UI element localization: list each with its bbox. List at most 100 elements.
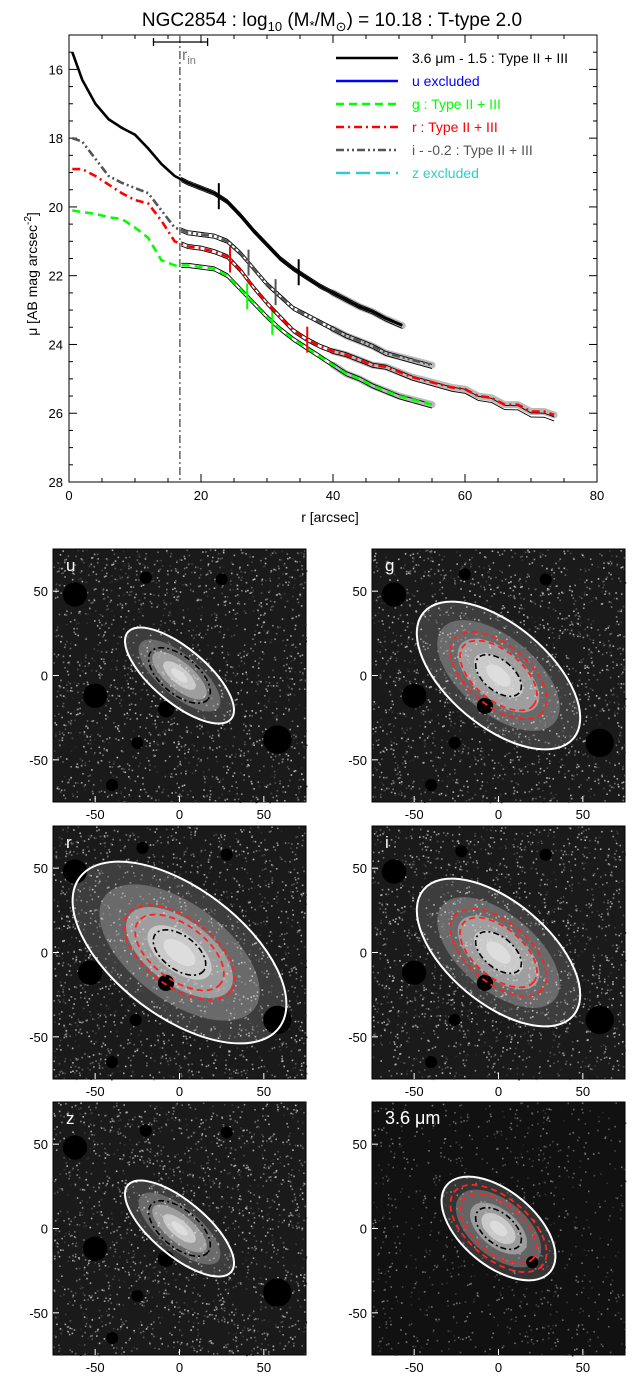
noise-pixel (134, 670, 137, 672)
noise-pixel (205, 574, 208, 576)
noise-pixel (132, 641, 135, 644)
noise-pixel (176, 1055, 179, 1057)
noise-pixel (244, 741, 246, 743)
noise-pixel (471, 738, 473, 740)
noise-pixel (64, 893, 66, 896)
star-mask (263, 725, 292, 754)
noise-pixel (378, 606, 381, 609)
noise-pixel (172, 1076, 175, 1078)
noise-pixel (294, 1020, 297, 1023)
noise-pixel (142, 783, 144, 785)
noise-pixel (79, 960, 81, 963)
noise-pixel (109, 1030, 112, 1033)
noise-pixel (459, 789, 462, 792)
noise-pixel (176, 596, 179, 598)
noise-pixel (53, 653, 56, 656)
noise-pixel (617, 707, 620, 710)
noise-pixel (213, 612, 216, 615)
noise-pixel (502, 729, 505, 732)
noise-pixel (588, 587, 591, 590)
noise-pixel (481, 750, 484, 753)
noise-pixel (294, 583, 296, 586)
noise-pixel (298, 752, 300, 755)
noise-pixel (378, 640, 380, 643)
noise-pixel (262, 624, 264, 627)
noise-pixel (211, 627, 213, 629)
noise-pixel (278, 567, 280, 570)
noise-pixel (103, 996, 106, 998)
noise-pixel (268, 676, 270, 678)
noise-pixel (95, 573, 98, 576)
noise-pixel (437, 774, 439, 777)
noise-pixel (518, 611, 521, 613)
noise-pixel (213, 965, 215, 968)
noise-pixel (150, 705, 153, 708)
noise-pixel (411, 622, 414, 625)
noise-pixel (186, 731, 189, 733)
noise-pixel (111, 581, 113, 583)
noise-pixel (122, 550, 125, 553)
noise-pixel (295, 1040, 298, 1043)
noise-pixel (579, 698, 581, 701)
noise-pixel (617, 725, 620, 727)
noise-pixel (382, 636, 385, 639)
noise-pixel (72, 926, 75, 928)
noise-pixel (234, 798, 236, 801)
noise-pixel (227, 653, 230, 656)
noise-pixel (548, 753, 551, 755)
noise-pixel (285, 581, 287, 584)
noise-pixel (244, 1017, 246, 1019)
noise-pixel (435, 769, 437, 772)
noise-pixel (582, 754, 585, 756)
noise-pixel (281, 1060, 283, 1063)
noise-pixel (607, 627, 610, 629)
noise-pixel (147, 860, 150, 863)
noise-pixel (251, 1028, 254, 1031)
noise-pixel (623, 568, 625, 570)
noise-pixel (381, 657, 384, 660)
noise-pixel (474, 594, 476, 596)
noise-pixel (61, 705, 64, 708)
noise-pixel (140, 958, 142, 961)
noise-pixel (151, 700, 153, 703)
noise-pixel (206, 573, 209, 576)
noise-pixel (477, 759, 479, 762)
noise-pixel (128, 647, 131, 649)
noise-pixel (289, 678, 291, 680)
noise-pixel (135, 656, 138, 658)
noise-pixel (128, 594, 131, 596)
noise-pixel (161, 1047, 164, 1049)
noise-pixel (455, 694, 458, 697)
noise-pixel (124, 787, 126, 789)
noise-pixel (250, 906, 253, 909)
noise-pixel (301, 573, 304, 575)
noise-pixel (56, 905, 59, 907)
noise-pixel (74, 633, 77, 635)
noise-pixel (298, 779, 301, 781)
noise-pixel (113, 553, 116, 556)
noise-pixel (228, 1037, 230, 1040)
noise-pixel (197, 710, 200, 713)
noise-pixel (617, 683, 620, 685)
noise-pixel (147, 566, 149, 569)
noise-pixel (54, 735, 57, 737)
noise-pixel (207, 689, 210, 691)
noise-pixel (456, 782, 459, 784)
noise-pixel (228, 1054, 231, 1057)
noise-pixel (534, 630, 537, 633)
noise-pixel (182, 575, 185, 577)
noise-pixel (75, 714, 78, 716)
noise-pixel (533, 666, 536, 669)
noise-pixel (142, 614, 144, 617)
noise-pixel (217, 734, 220, 737)
star-mask (381, 582, 407, 607)
noise-pixel (188, 748, 190, 751)
noise-pixel (146, 717, 148, 719)
noise-pixel (226, 596, 229, 598)
noise-pixel (285, 663, 288, 666)
noise-pixel (394, 761, 397, 764)
noise-pixel (177, 1053, 180, 1056)
noise-pixel (137, 836, 140, 838)
noise-pixel (73, 962, 75, 964)
noise-pixel (523, 614, 525, 616)
